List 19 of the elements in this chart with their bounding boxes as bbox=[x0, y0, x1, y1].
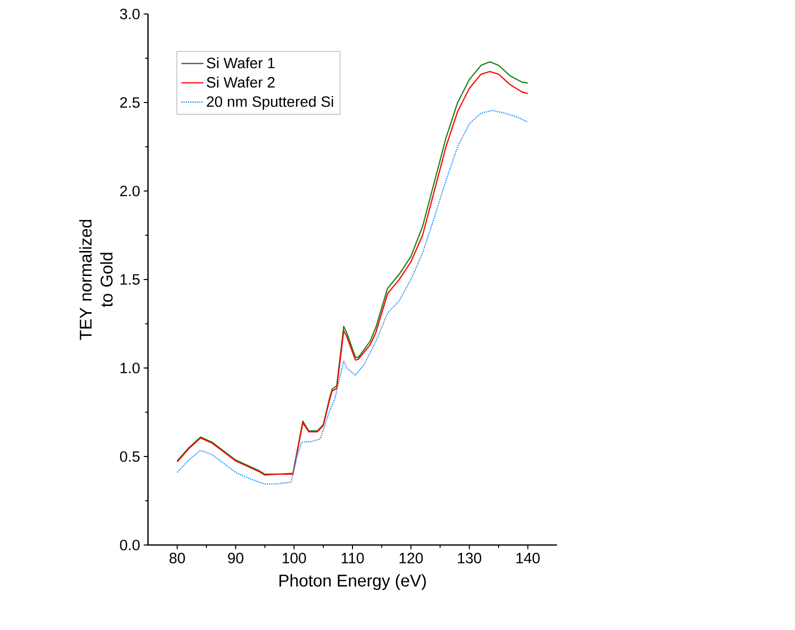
x-tick-label: 90 bbox=[228, 552, 244, 564]
x-tick-label: 80 bbox=[170, 552, 185, 564]
y-tick-label: 0.0 bbox=[120, 540, 140, 550]
y-tick-label: 2.5 bbox=[120, 97, 140, 108]
y-axis-title: TEY normalized to Gold bbox=[79, 220, 113, 340]
y-tick-label: 1.0 bbox=[120, 362, 140, 374]
y-tick-label: 0.5 bbox=[120, 451, 140, 462]
y-tick-label: 1.5 bbox=[120, 274, 140, 285]
legend-label: Si Wafer 2 bbox=[206, 76, 275, 88]
legend-label: 20 nm Sputtered Si bbox=[206, 96, 334, 110]
x-tick-label: 130 bbox=[458, 552, 482, 564]
y-tick-label: 3.0 bbox=[120, 8, 140, 20]
y-tick-label: 2.0 bbox=[120, 186, 140, 196]
x-axis-title: Photon Energy (eV) bbox=[280, 574, 426, 590]
x-tick-label: 140 bbox=[516, 552, 540, 564]
legend-label: Si Wafer 1 bbox=[206, 57, 275, 68]
x-tick-label: 110 bbox=[342, 552, 364, 564]
x-tick-label: 120 bbox=[400, 552, 423, 564]
x-tick-label: 100 bbox=[282, 552, 306, 564]
